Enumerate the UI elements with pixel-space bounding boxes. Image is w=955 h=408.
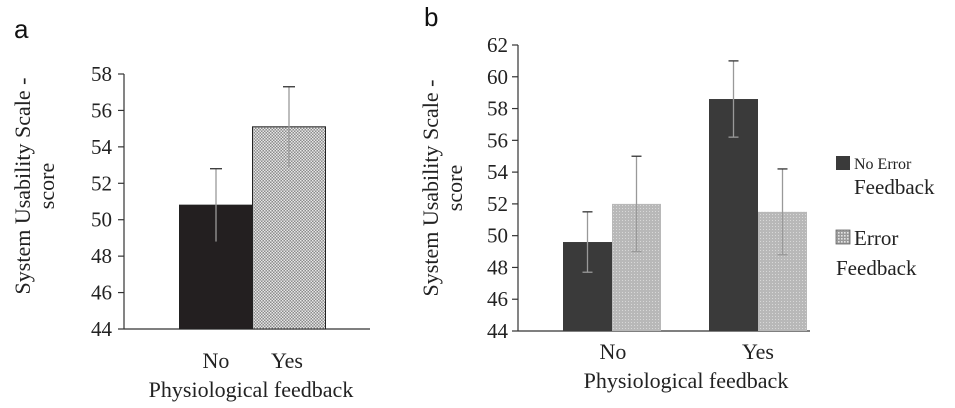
panel-a-bars <box>179 86 326 330</box>
panel-b-tick-label: 48 <box>487 255 508 279</box>
panel-b-tick-label: 52 <box>487 192 508 216</box>
panel-b-tick-label: 58 <box>487 97 508 121</box>
legend-label-no-error-line-2: Feedback <box>854 175 935 199</box>
panel-b-tick-label: 54 <box>487 160 509 184</box>
panel-a-tick-label: 56 <box>91 98 112 122</box>
panel-b-tick-label: 46 <box>487 287 508 311</box>
panel-b-bars <box>563 60 807 332</box>
panel-b-y-ticks: 44 46 48 50 52 54 56 58 60 62 <box>487 33 518 343</box>
legend-item-error-feedback: Error Feedback <box>835 226 917 280</box>
legend-label-error-line-2: Feedback <box>836 256 917 280</box>
panel-a-tick-label: 46 <box>91 281 112 305</box>
panel-a: a System Usability Scale - score 44 46 48 5… <box>10 14 370 402</box>
panel-b-tick-label: 60 <box>487 65 508 89</box>
legend-swatch-no-error-feedback <box>836 156 850 170</box>
panel-b-ylabel-line-2: score <box>442 165 467 211</box>
panel-b-category-yes: Yes <box>742 339 774 364</box>
panel-a-tick-label: 48 <box>91 244 112 268</box>
panel-b-tick-label: 44 <box>487 319 509 343</box>
panel-b-ylabel: System Usability Scale - score <box>418 80 467 297</box>
panel-b-legend: No Error Feedback Error Feedback <box>835 156 935 280</box>
legend-item-no-error-feedback: No Error Feedback <box>836 156 935 199</box>
panel-b-tick-label: 50 <box>487 224 508 248</box>
panel-a-tick-label: 58 <box>91 62 112 86</box>
panel-b-xlabel: Physiological feedback <box>584 368 789 393</box>
panel-b-ylabel-line-1: System Usability Scale - <box>418 80 443 297</box>
panel-a-y-ticks: 44 46 48 50 52 54 56 58 <box>91 62 124 341</box>
panel-b: b System Usability Scale - score 44 46 48 5… <box>418 2 935 393</box>
panel-b-category-no: No <box>600 339 627 364</box>
legend-swatch-error-feedback <box>835 229 851 245</box>
panel-a-category-yes: Yes <box>271 348 303 373</box>
panel-b-tick-label: 62 <box>487 33 508 57</box>
legend-label-no-error-line-1: No Error <box>854 156 912 173</box>
panel-b-letter: b <box>424 2 438 32</box>
panel-a-ylabel: System Usability Scale - score <box>10 78 59 295</box>
legend-label-error-line-1: Error <box>854 226 898 250</box>
panel-a-category-no: No <box>203 348 230 373</box>
panel-a-letter: a <box>14 14 29 44</box>
panel-a-tick-label: 54 <box>91 135 113 159</box>
panel-a-ylabel-line-2: score <box>34 163 59 209</box>
panel-b-tick-label: 56 <box>487 128 508 152</box>
panel-a-xlabel: Physiological feedback <box>149 377 354 402</box>
panel-a-tick-label: 52 <box>91 171 112 195</box>
panel-a-tick-label: 50 <box>91 208 112 232</box>
panel-a-tick-label: 44 <box>91 317 113 341</box>
panel-a-ylabel-line-1: System Usability Scale - <box>10 78 35 295</box>
